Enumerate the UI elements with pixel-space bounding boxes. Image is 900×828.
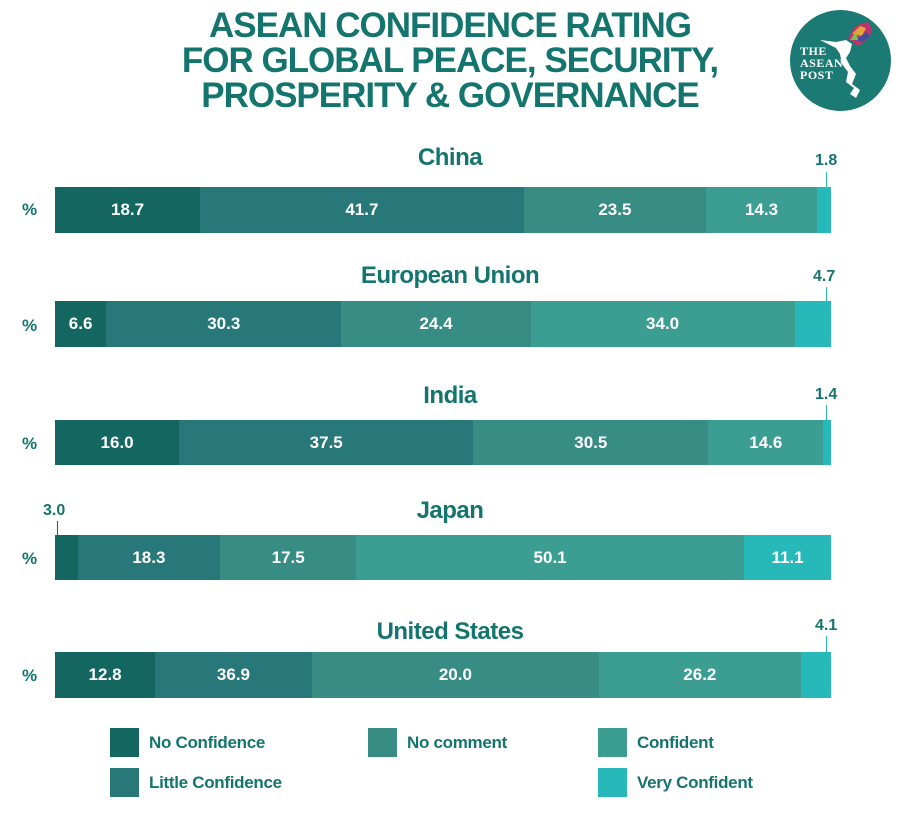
legend-label: Little Confidence [149, 772, 282, 792]
legend-swatch [110, 728, 139, 757]
percent-label: % [22, 200, 38, 219]
segment-very-confident [800, 652, 831, 698]
legend-very-confident: Very Confident [598, 768, 753, 797]
segment-confident: 14.6 [708, 420, 824, 465]
title-line-3: PROSPERITY & GOVERNANCE [201, 76, 700, 115]
row-title-united-states: United States [376, 618, 524, 645]
segment-no-comment: 24.4 [341, 301, 531, 347]
segment-little-confidence: 18.3 [77, 535, 221, 580]
segment-little-confidence: 30.3 [106, 301, 342, 347]
callout-tick [826, 636, 827, 652]
callout-tick [57, 521, 58, 535]
legend-label: No Confidence [149, 732, 266, 752]
callout-tick [826, 287, 827, 301]
percent-label: % [22, 434, 38, 453]
callout-us-very-confident: 4.1 [815, 617, 838, 634]
title-line-2: FOR GLOBAL PEACE, SECURITY, [181, 41, 719, 80]
bar-india: 16.0 37.5 30.5 14.6 [55, 420, 831, 465]
callout-india-very-confident: 1.4 [815, 386, 838, 403]
segment-confident: 14.3 [706, 187, 817, 233]
segment-very-confident [823, 420, 831, 465]
segment-confident: 34.0 [530, 301, 795, 347]
row-title-european-union: European Union [360, 262, 540, 289]
segment-very-confident: 11.1 [744, 535, 831, 580]
bar-united-states: 12.8 36.9 20.0 26.2 [55, 652, 831, 698]
row-title-japan: Japan [416, 497, 484, 524]
bar-japan: 18.3 17.5 50.1 11.1 [55, 535, 831, 580]
row-title-india: India [423, 382, 477, 409]
callout-tick [826, 405, 827, 420]
bar-european-union: 6.6 30.3 24.4 34.0 [55, 301, 831, 347]
segment-no-comment: 23.5 [523, 187, 707, 233]
hummingbird-icon [820, 22, 872, 98]
segment-no-comment: 30.5 [473, 420, 709, 465]
logo-text: THE ASEAN POST [800, 44, 844, 82]
legend-label: No comment [407, 732, 507, 752]
legend-no-comment: No comment [368, 728, 507, 757]
segment-no-comment: 17.5 [220, 535, 357, 580]
segment-confident: 50.1 [356, 535, 745, 580]
legend-swatch [368, 728, 397, 757]
percent-label: % [22, 549, 38, 568]
legend-swatch [598, 768, 627, 797]
legend-label: Confident [637, 732, 714, 752]
segment-very-confident [817, 187, 831, 233]
row-title-china: China [417, 144, 483, 171]
legend-swatch [110, 768, 139, 797]
chart-title: ASEAN CONFIDENCE RATING FOR GLOBAL PEACE… [0, 8, 900, 113]
segment-no-confidence [55, 535, 78, 580]
callout-tick [826, 172, 827, 187]
legend-confident: Confident [598, 728, 714, 757]
callout-china-very-confident: 1.8 [815, 152, 838, 169]
segment-no-confidence: 12.8 [55, 652, 156, 698]
segment-no-confidence: 18.7 [55, 187, 201, 233]
segment-little-confidence: 37.5 [179, 420, 474, 465]
segment-no-comment: 20.0 [311, 652, 599, 698]
legend-no-confidence: No Confidence [110, 728, 265, 757]
percent-label: % [22, 316, 38, 335]
segment-little-confidence: 36.9 [155, 652, 312, 698]
legend-little-confidence: Little Confidence [110, 768, 282, 797]
legend-swatch [598, 728, 627, 757]
segment-no-confidence: 6.6 [55, 301, 107, 347]
bar-china: 18.7 41.7 23.5 14.3 [55, 187, 831, 233]
percent-label: % [22, 666, 38, 685]
callout-japan-no-confidence: 3.0 [43, 502, 66, 519]
segment-confident: 26.2 [598, 652, 801, 698]
segment-no-confidence: 16.0 [55, 420, 180, 465]
asean-post-logo: THE ASEAN POST [790, 10, 891, 111]
segment-very-confident [794, 301, 831, 347]
title-line-1: ASEAN CONFIDENCE RATING [209, 6, 692, 45]
legend-label: Very Confident [637, 772, 753, 792]
callout-eu-very-confident: 4.7 [813, 268, 836, 285]
segment-little-confidence: 41.7 [200, 187, 524, 233]
